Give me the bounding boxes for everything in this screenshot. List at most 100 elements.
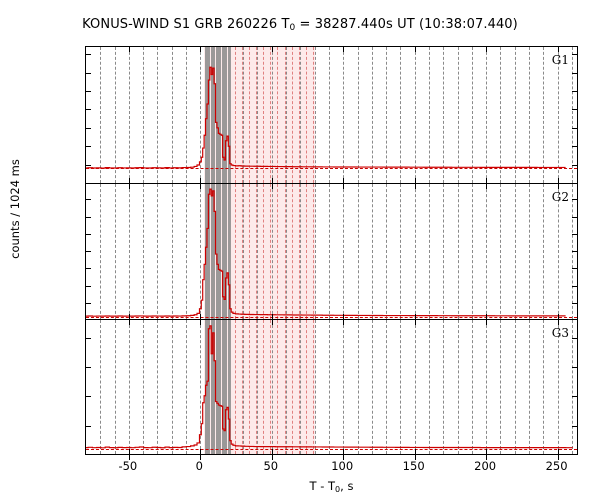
gridline-vertical-dense — [221, 320, 223, 454]
x-axis-tick-minor — [343, 314, 345, 319]
gridline-vertical — [528, 184, 530, 319]
x-axis-tick-minor — [271, 449, 273, 454]
gridline-vertical-dense — [217, 184, 219, 319]
gridline-vertical-dense — [219, 47, 221, 183]
gridline-vertical — [200, 47, 202, 183]
gridline-vertical-accent — [241, 320, 243, 454]
y-axis-tick — [86, 425, 91, 427]
y-axis-tick-right — [572, 425, 577, 427]
gridline-vertical — [357, 47, 359, 183]
gridline-vertical-dense — [230, 184, 232, 319]
x-axis-label-post: , s — [340, 479, 354, 493]
gridline-vertical-dense — [210, 320, 212, 454]
x-axis-tick-minor — [343, 449, 345, 454]
gridline-vertical-dense — [205, 47, 207, 183]
gridline-vertical — [571, 47, 573, 183]
y-axis-tick-right — [572, 91, 577, 93]
x-axis-tick-minor-top — [200, 184, 202, 189]
gridline-vertical-accent — [256, 320, 258, 454]
gridline-vertical — [386, 47, 388, 183]
x-axis-tick-minor — [128, 314, 130, 319]
x-axis-tick-minor — [486, 314, 488, 319]
x-axis-tick-minor — [486, 449, 488, 454]
y-axis-label: counts / 1024 ms — [8, 159, 22, 259]
gridline-vertical-dense — [227, 47, 229, 183]
gridline-vertical — [171, 184, 173, 319]
light-curve-trace-g2 — [86, 184, 577, 319]
gridline-vertical — [114, 47, 116, 183]
x-axis-tick-minor — [414, 449, 416, 454]
gridline-vertical — [300, 47, 302, 183]
x-axis-tick-minor-top — [414, 47, 416, 52]
gridline-vertical-accent — [306, 320, 308, 454]
gridline-vertical — [328, 320, 330, 454]
gridline-vertical — [114, 320, 116, 454]
x-axis-tick-minor-top — [486, 184, 488, 189]
panel-plot-g2 — [86, 184, 577, 319]
x-axis-tick — [128, 454, 130, 460]
panel-g2: G2 — [86, 183, 577, 319]
gridline-vertical-dense — [211, 47, 213, 183]
gridline-vertical-dense — [225, 47, 227, 183]
gridline-vertical — [386, 320, 388, 454]
gridline-vertical-accent — [306, 184, 308, 319]
gridline-vertical — [514, 47, 516, 183]
gridline-vertical-dense — [222, 47, 224, 183]
gridline-vertical — [186, 320, 188, 454]
gridline-vertical — [157, 184, 159, 319]
gridline-vertical-dense — [210, 184, 212, 319]
gridline-vertical-accent — [248, 47, 250, 183]
y-axis-tick — [86, 251, 91, 253]
gridline-vertical — [400, 184, 402, 319]
x-axis-tick-minor-top — [128, 184, 130, 189]
gridline-vertical — [243, 184, 245, 319]
y-axis-tick-right — [572, 146, 577, 148]
gridline-vertical — [128, 184, 130, 319]
gridline-vertical — [400, 320, 402, 454]
gridline-vertical — [457, 184, 459, 319]
panel-label-g3: G3 — [551, 326, 569, 340]
gridline-vertical — [500, 184, 502, 319]
y-axis-tick-right — [572, 337, 577, 339]
x-axis-tick-minor — [343, 178, 345, 183]
x-axis-tick-label: 0 — [195, 459, 203, 473]
gridline-vertical — [486, 184, 488, 319]
x-axis-tick-minor — [271, 314, 273, 319]
panel-plot-g1 — [86, 47, 577, 183]
gridline-vertical-dense — [213, 320, 215, 454]
gridline-vertical — [100, 184, 102, 319]
gridline-vertical-accent — [241, 47, 243, 183]
x-axis-tick — [557, 454, 559, 460]
gridline-vertical-dense — [224, 47, 226, 183]
x-axis-tick-minor — [128, 449, 130, 454]
y-axis-tick — [86, 72, 91, 74]
gridline-vertical-dense — [221, 184, 223, 319]
x-axis-tick-minor — [128, 178, 130, 183]
gridline-vertical-accent — [256, 184, 258, 319]
gridline-vertical — [200, 184, 202, 319]
gridline-vertical — [557, 320, 559, 454]
x-axis-tick-minor-top — [486, 47, 488, 52]
gridline-vertical-dense — [216, 47, 218, 183]
y-axis-tick — [86, 127, 91, 129]
gridline-vertical-dense — [216, 320, 218, 454]
x-axis-tick-minor — [271, 178, 273, 183]
gridline-vertical-dense — [226, 47, 228, 183]
background-level-line — [86, 448, 577, 450]
gridline-vertical — [543, 47, 545, 183]
gridline-vertical-dense — [222, 320, 224, 454]
gridline-vertical — [271, 320, 273, 454]
gridline-vertical-accent — [313, 47, 315, 183]
gridline-vertical — [300, 320, 302, 454]
gridline-vertical — [300, 184, 302, 319]
gridline-vertical-dense — [214, 184, 216, 319]
gridline-vertical — [314, 320, 316, 454]
gridline-vertical — [457, 47, 459, 183]
gridline-vertical — [157, 47, 159, 183]
gridline-vertical — [500, 320, 502, 454]
chart-title-post: = 38287.440s UT (10:38:07.440) — [295, 17, 518, 32]
y-axis-tick — [86, 216, 91, 218]
gridline-vertical-dense — [214, 47, 216, 183]
x-axis-tick-label: 250 — [545, 459, 568, 473]
x-axis-tick-minor-top — [128, 320, 130, 325]
